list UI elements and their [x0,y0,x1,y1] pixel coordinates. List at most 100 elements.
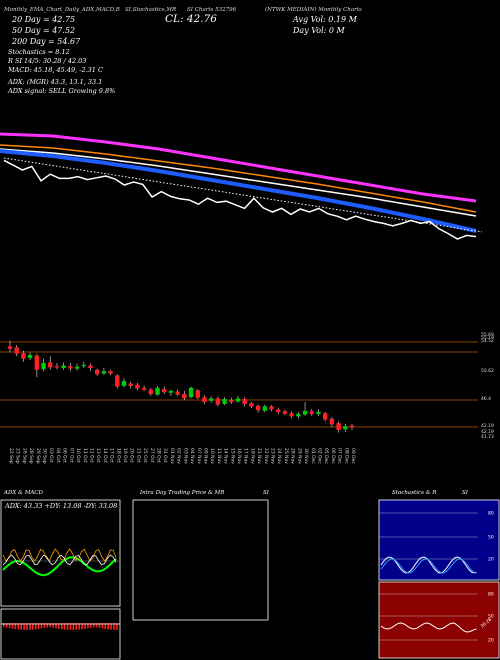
macd-histogram-bar [17,623,20,630]
candle-body [81,364,86,367]
price-level-label: 42.19 [481,429,494,435]
date-tick-label: 31 Oct [162,448,168,463]
macd-histogram-bar [55,623,57,629]
candle-body [276,409,281,412]
si-level-label: 50 [488,614,494,620]
candle-body [148,389,154,395]
date-tick-label: 17 Oct [109,448,115,463]
avg-vol: Avg Vol: 0.19 M [293,15,357,24]
date-tick-label: 09 Nov [202,448,208,464]
candle-body [255,405,261,411]
macd-histogram-bar [11,623,14,629]
candle-body [162,389,167,393]
adx-panel [0,499,121,607]
macd-histogram-bar [26,623,28,630]
macd-histogram-bar [69,623,72,630]
price-level-label: 50.62 [481,368,494,374]
date-tick-label: 13 Oct [95,448,101,463]
ema-line [0,149,477,233]
macd-histogram-bar [52,623,54,628]
macd-histogram-bar [107,623,109,630]
stoch-level-label: 50 [488,535,494,541]
date-tick-label: 17 Nov [243,448,249,464]
date-tick-label: 29 Nov [296,448,302,464]
stoch-level-label: 80 [488,511,494,517]
date-tick-label: 03 Oct [48,448,54,463]
candle-body [343,426,348,430]
macd-histogram-bar [8,623,11,629]
macd-histogram-bar [104,623,107,629]
date-tick-label: 22 Sep [8,448,14,464]
macd-histogram-bar [20,623,22,630]
stoch-d-line [380,558,477,574]
macd-histogram-bar [66,623,69,630]
header-ticker: SI Charts 532796 [187,7,237,13]
macd-histogram-bar [34,623,37,630]
adx-panel-readout: ADX: 43.33 +DY: 13.08 -DY: 33.08 [5,502,118,510]
si-line [380,622,477,633]
date-tick-label: 19 Oct [122,448,128,463]
date-tick-label: 20 Oct [129,448,135,463]
candle-body [222,398,227,404]
day-vol: Day Vol: 0 M [293,26,345,35]
date-tick-label: 16 Nov [236,448,242,464]
price-level-label: 41.73 [481,434,494,440]
adx-macd-title: ADX & MACD [4,490,43,496]
candle-body [101,371,107,374]
macd-histogram-bar [40,623,43,629]
macd-histogram-bar [37,623,40,630]
date-tick-label: 05 Dec [323,448,329,464]
date-tick-label: 23 Nov [270,448,276,464]
macd-readout: MACD: 45.18, 45.49, -2.31 C [8,66,103,74]
ema-line [0,148,477,217]
candle-body [155,387,160,395]
date-tick-label: 10 Oct [75,448,81,463]
macd-histogram-bar [116,623,118,630]
candle-body [302,410,308,415]
macd-histogram-bar [5,623,8,628]
candle-body [88,365,93,368]
candle-body [115,375,120,387]
date-tick-label: 30 Nov [303,448,309,464]
stoch-k-line [380,556,477,574]
candle-body [195,390,200,398]
date-tick-label: 25 Oct [142,448,148,463]
candle-body [128,383,133,386]
date-tick-label: 06 Oct [62,448,68,463]
macd-histogram-bar [75,623,78,630]
candle-body [229,400,234,403]
close-label: CL: 42.76 [165,13,217,25]
macd-histogram-bar [3,623,5,627]
adx-signal: ADX signal: SELL Growing 9.8% [8,87,116,95]
date-tick-label: 04 Nov [189,448,195,464]
dma-50: 50 Day = 47.52 [12,26,76,35]
date-tick-label: 11 Nov [216,448,222,464]
candle-body [242,398,247,404]
candle-body [282,411,288,414]
candle-body [289,413,294,417]
date-tick-label: 14 Nov [223,448,229,464]
date-tick-label: 26 Sep [21,448,27,464]
price-level-label: 46.4 [481,396,491,402]
date-tick-label: 07 Oct [68,448,74,463]
intraday-title: Intra Day Trading Price & MR [140,490,225,496]
candle-body [108,371,113,374]
candle-body [14,347,19,354]
dma-20: 20 Day = 42.75 [12,15,76,24]
date-tick-label: 02 Nov [176,448,182,464]
date-tick-label: 18 Nov [249,448,255,464]
price-level-label: 55.69 [481,332,494,338]
candle-body [309,411,314,414]
candle-body [74,366,80,369]
macd-histogram-bar [23,623,25,630]
macd-histogram-bar [32,623,34,630]
date-tick-label: 23 Sep [15,448,21,464]
stoch-suffix: SI [462,490,468,496]
candle-body [168,390,174,393]
date-tick-label: 15 Nov [229,448,235,464]
ema-line [0,144,477,213]
header-top-mid: SI,Stochastics,MR [125,7,177,13]
date-tick-label: 12 Oct [88,448,94,463]
macd-histogram-bar [46,623,49,628]
